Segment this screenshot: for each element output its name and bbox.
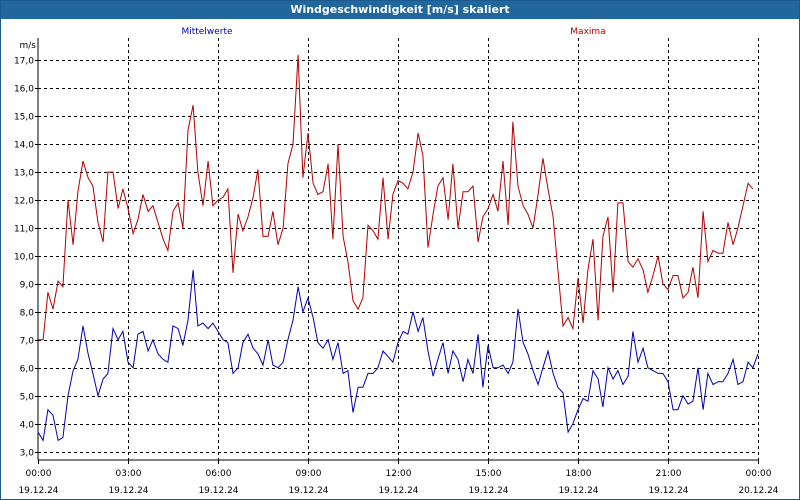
- y-tick-label: 3,0: [20, 449, 35, 459]
- y-tick-label: 5,0: [20, 393, 35, 403]
- y-tick-label: 10,0: [14, 253, 34, 263]
- y-tick-label: 4,0: [20, 421, 35, 431]
- axis-ticks: 3,0 4,0 5,0 6,0 7,0 8,0 9,0 10,0 11,0 12,0 13,0 14,…: [14, 57, 779, 497]
- y-tick-label: 17,0: [14, 57, 34, 67]
- series-line-mittelwerte: [37, 269, 759, 442]
- y-axis-label: m/s: [20, 41, 37, 51]
- x-tick-date: 19.12.24: [378, 486, 418, 496]
- y-tick-label: 13,0: [14, 169, 34, 179]
- y-tick-label: 7,0: [20, 337, 35, 347]
- x-tick-date: 19.12.24: [648, 486, 688, 496]
- y-tick-label: 11,0: [14, 225, 34, 235]
- legend-entry-mittelwerte: Mittelwerte: [181, 27, 232, 37]
- x-tick-time: 09:00: [296, 469, 322, 479]
- series-lines: [37, 54, 759, 442]
- y-tick-label: 9,0: [20, 281, 35, 291]
- y-tick-label: 16,0: [14, 85, 34, 95]
- x-tick-date: 19.12.24: [558, 486, 598, 496]
- y-tick-label: 12,0: [14, 197, 34, 207]
- y-tick-label: 6,0: [20, 365, 35, 375]
- grid: [37, 38, 759, 461]
- x-tick-date: 19.12.24: [288, 486, 328, 496]
- x-tick-date: 20.12.24: [738, 486, 778, 496]
- x-tick-time: 06:00: [206, 469, 232, 479]
- x-tick-time: 00:00: [26, 469, 52, 479]
- legend-entry-maxima: Maxima: [570, 27, 605, 37]
- y-tick-label: 8,0: [20, 309, 35, 319]
- series-line-maxima: [38, 54, 754, 341]
- chart-title: Windgeschwindigkeit [m/s] skaliert: [1, 1, 799, 19]
- x-tick-time: 03:00: [116, 469, 142, 479]
- x-tick-time: 00:00: [746, 469, 772, 479]
- x-tick-time: 21:00: [656, 469, 682, 479]
- legend: Mittelwerte Maxima: [181, 27, 605, 37]
- x-tick-time: 18:00: [566, 469, 592, 479]
- y-tick-label: 14,0: [14, 141, 34, 151]
- x-tick-date: 19.12.24: [198, 486, 238, 496]
- x-tick-date: 19.12.24: [108, 486, 148, 496]
- x-tick-date: 19.12.24: [18, 486, 58, 496]
- x-tick-time: 12:00: [386, 469, 412, 479]
- x-tick-time: 15:00: [476, 469, 502, 479]
- y-tick-label: 15,0: [14, 113, 34, 123]
- x-tick-date: 19.12.24: [468, 486, 508, 496]
